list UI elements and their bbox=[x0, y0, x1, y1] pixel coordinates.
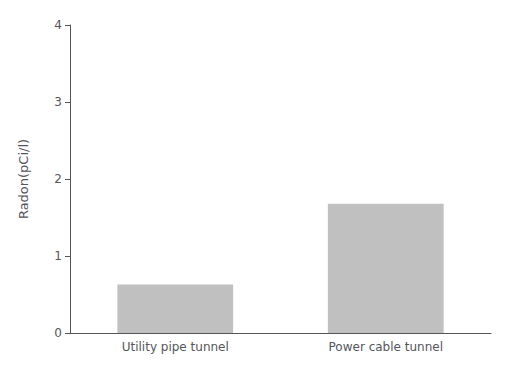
svg-text:4: 4 bbox=[54, 18, 62, 32]
svg-text:Power cable tunnel: Power cable tunnel bbox=[329, 340, 443, 354]
svg-text:1: 1 bbox=[54, 249, 62, 263]
svg-text:2: 2 bbox=[54, 172, 62, 186]
svg-text:Radon(pCi/l): Radon(pCi/l) bbox=[16, 139, 31, 219]
svg-text:3: 3 bbox=[54, 95, 62, 109]
svg-text:Utility pipe tunnel: Utility pipe tunnel bbox=[122, 340, 229, 354]
svg-text:0: 0 bbox=[54, 326, 62, 340]
